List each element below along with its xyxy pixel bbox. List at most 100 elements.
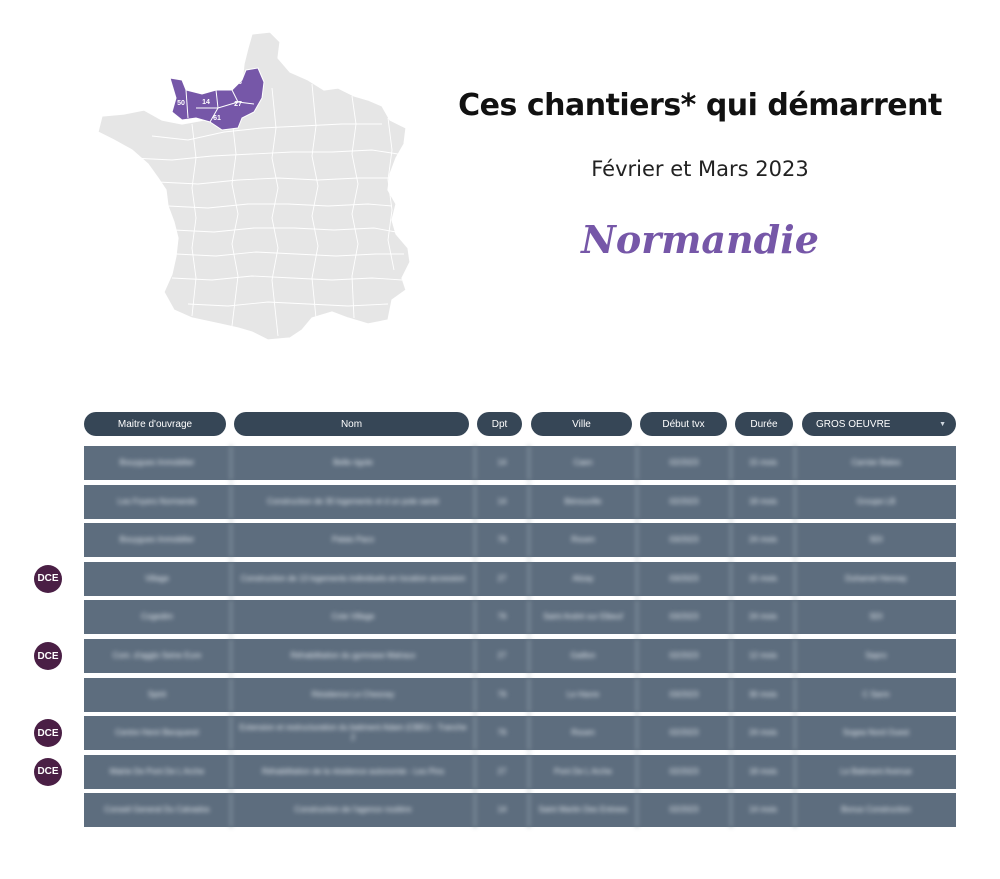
cell-duree: 18 mois: [732, 754, 796, 789]
cell-nom: Extension et restructuration du batiment…: [232, 716, 476, 751]
table-row[interactable]: Village Construction de 13 logements indi…: [84, 561, 956, 596]
table-row[interactable]: Bouygues Immobilier Palais Paco 76 Rouen 03/…: [84, 523, 956, 558]
cell-duree: 15 mois: [732, 446, 796, 480]
table-header: Maitre d'ouvrage Nom Dpt Ville Début tvx…: [84, 412, 956, 436]
cell-nom: Résidence Le Chesnay: [232, 677, 476, 712]
cell-dpt: 14: [476, 793, 530, 828]
chevron-down-icon: ▼: [939, 420, 946, 428]
cell-maitre-ouvrage: Mairie De Pont De L Arche: [84, 754, 232, 789]
table-row[interactable]: Spirit Résidence Le Chesnay 76 Le Havre 03/2…: [84, 677, 956, 712]
france-map-svg: 76 50 14 27 61: [97, 31, 411, 341]
cell-dpt: 27: [476, 639, 530, 673]
table-row[interactable]: Les Foyers Normands Construction de 30 lo…: [84, 484, 956, 519]
cell-ville: Rouen: [530, 716, 638, 751]
cell-debut-tvx: 02/2023: [638, 484, 732, 519]
cell-entreprise: Groupe LB: [856, 496, 896, 506]
cell-nom: Construction de 30 logements et d un pol…: [232, 484, 476, 519]
cell-ville: Rouen: [530, 523, 638, 558]
page-subtitle: Février et Mars 2023: [591, 157, 809, 181]
cell-nom: Belle rigole: [232, 446, 476, 480]
cell-debut-tvx: 02/2023: [638, 754, 732, 789]
cell-ville: Bénouville: [530, 484, 638, 519]
cell-dpt: 14: [476, 484, 530, 519]
cell-debut-tvx: 03/2023: [638, 561, 732, 596]
cell-ville: Saint André sur Elbeuf: [530, 600, 638, 635]
cell-entreprise: Le Batiment Avenue: [840, 766, 912, 776]
col-header-ville: Ville: [531, 412, 632, 436]
table-row[interactable]: Mairie De Pont De L Arche Réhabilitation …: [84, 754, 956, 789]
table-row[interactable]: Bouygues Immobilier Belle rigole 14 Caen 02/…: [84, 446, 956, 480]
dept-label-27: 27: [234, 101, 242, 108]
cell-maitre-ouvrage: Bouygues Immobilier: [84, 446, 232, 480]
department-lines: [131, 83, 404, 337]
cell-maitre-ouvrage: Les Foyers Normands: [84, 484, 232, 519]
dce-badge[interactable]: DCE: [34, 642, 62, 670]
cell-duree: 18 mois: [732, 484, 796, 519]
cell-nom: Réhabilitation du gymnase Malraux: [232, 639, 476, 673]
cell-duree: 24 mois: [732, 716, 796, 751]
cell-ville: Caen: [530, 446, 638, 480]
cell-duree: 12 mois: [732, 639, 796, 673]
cell-nom: Construction de 13 logements individuels…: [232, 561, 476, 596]
cell-ville: Gaillon: [530, 639, 638, 673]
cell-debut-tvx: 02/2023: [638, 639, 732, 673]
cell-ville: Alizay: [530, 561, 638, 596]
region-name: Normandie: [581, 217, 819, 262]
cell-debut-tvx: 02/2023: [638, 716, 732, 751]
france-map: 76 50 14 27 61: [92, 28, 412, 348]
cell-dpt: 76: [476, 716, 530, 751]
cell-entreprise: C Sarm: [862, 689, 890, 699]
col-header-duree: Durée: [735, 412, 793, 436]
col-header-nom: Nom: [234, 412, 469, 436]
cell-entreprise: Carnier Bates: [851, 458, 901, 467]
cell-nom: Construction de l'agence routière: [232, 793, 476, 828]
cell-nom: Réhabilitation de la résidence autonomie…: [232, 754, 476, 789]
page-title: Ces chantiers* qui démarrent: [458, 88, 942, 123]
dce-badge[interactable]: DCE: [34, 757, 62, 786]
normandie-region: [169, 67, 265, 131]
cell-duree: 30 mois: [732, 677, 796, 712]
france-outline: [97, 31, 411, 341]
cell-dpt: 76: [476, 600, 530, 635]
cell-entreprise: Sogea Nord Ouest: [842, 728, 910, 738]
cell-entreprise: Bonus Construction: [841, 805, 911, 815]
cell-ville: Saint Martin Des Entrees: [530, 793, 638, 828]
cell-maitre-ouvrage: Bouygues Immobilier: [84, 523, 232, 558]
cell-entreprise: SDI: [869, 535, 883, 545]
dept-label-61: 61: [213, 115, 221, 122]
cell-maitre-ouvrage: Cogedim: [84, 600, 232, 635]
cell-entreprise: Sapro: [865, 651, 887, 660]
cell-debut-tvx: 03/2023: [638, 677, 732, 712]
cell-maitre-ouvrage: Village: [84, 561, 232, 596]
cell-duree: 15 mois: [732, 561, 796, 596]
cell-ville: Pont De L Arche: [530, 754, 638, 789]
cell-debut-tvx: 03/2023: [638, 600, 732, 635]
cell-maitre-ouvrage: Conseil General Du Calvados: [84, 793, 232, 828]
cell-maitre-ouvrage: Com. d'agglo Seine Eure: [84, 639, 232, 673]
cell-dpt: 14: [476, 446, 530, 480]
cell-duree: 24 mois: [732, 600, 796, 635]
cell-dpt: 76: [476, 677, 530, 712]
cell-entreprise: Duhamel Hennay: [845, 573, 907, 583]
dce-badge[interactable]: DCE: [34, 564, 62, 593]
col-header-dpt: Dpt: [477, 412, 522, 436]
cell-nom: Cote Village: [232, 600, 476, 635]
title-block: Ces chantiers* qui démarrent Février et …: [430, 88, 970, 262]
cell-dpt: 27: [476, 561, 530, 596]
lot-filter-value: GROS OEUVRE: [816, 418, 891, 430]
cell-nom: Palais Paco: [232, 523, 476, 558]
cell-maitre-ouvrage: Centre Henri Becquerel: [84, 716, 232, 751]
cell-dpt: 76: [476, 523, 530, 558]
dept-label-50: 50: [177, 100, 185, 107]
cell-duree: 24 mois: [732, 523, 796, 558]
table-row[interactable]: Cogedim Cote Village 76 Saint André sur Elb…: [84, 600, 956, 635]
dept-label-76: 76: [234, 79, 242, 86]
table-row[interactable]: Conseil General Du Calvados Construction …: [84, 793, 956, 828]
table-row[interactable]: Centre Henri Becquerel Extension et restr…: [84, 716, 956, 751]
dce-badge[interactable]: DCE: [34, 719, 62, 748]
col-header-maitre-ouvrage: Maitre d'ouvrage: [84, 412, 226, 436]
table-row[interactable]: Com. d'agglo Seine Eure Réhabilitation du…: [84, 639, 956, 673]
dept-label-14: 14: [202, 99, 210, 106]
lot-filter-select[interactable]: GROS OEUVRE ▼: [802, 412, 956, 436]
cell-debut-tvx: 03/2023: [638, 523, 732, 558]
